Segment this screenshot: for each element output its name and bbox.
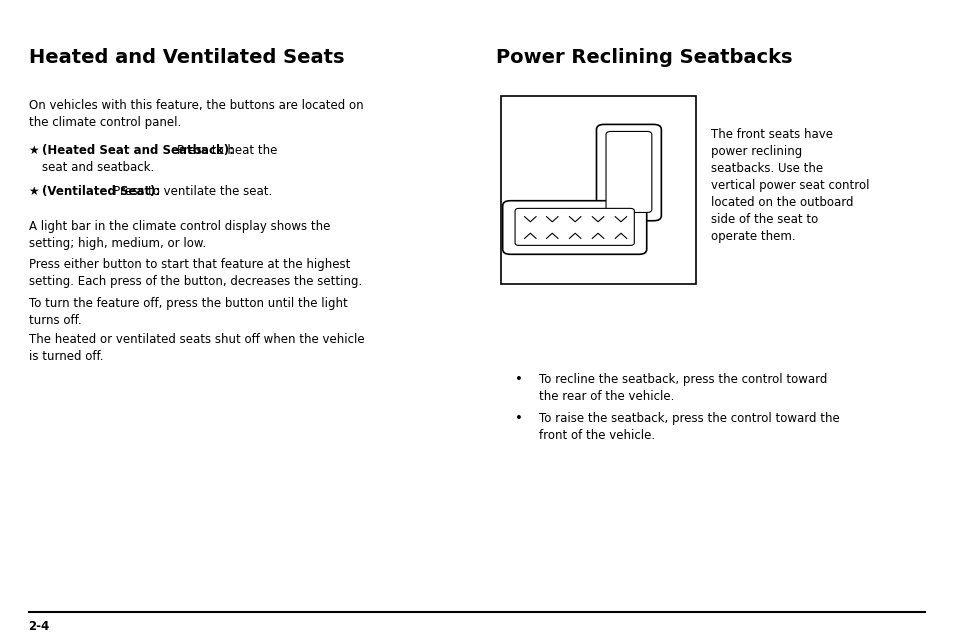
Text: 2-4: 2-4 bbox=[29, 620, 50, 633]
Text: A light bar in the climate control display shows the
setting; high, medium, or l: A light bar in the climate control displ… bbox=[29, 220, 330, 250]
Text: The heated or ventilated seats shut off when the vehicle
is turned off.: The heated or ventilated seats shut off … bbox=[29, 333, 364, 363]
FancyBboxPatch shape bbox=[500, 96, 696, 284]
FancyBboxPatch shape bbox=[596, 124, 660, 221]
FancyBboxPatch shape bbox=[515, 209, 634, 246]
Text: On vehicles with this feature, the buttons are located on
the climate control pa: On vehicles with this feature, the butto… bbox=[29, 99, 363, 129]
Text: ★: ★ bbox=[29, 144, 43, 156]
Text: Press to heat the
seat and seatback.: Press to heat the seat and seatback. bbox=[42, 144, 277, 174]
Text: Press either button to start that feature at the highest
setting. Each press of : Press either button to start that featur… bbox=[29, 258, 361, 288]
Text: Power Reclining Seatbacks: Power Reclining Seatbacks bbox=[496, 48, 792, 67]
Text: Heated and Ventilated Seats: Heated and Ventilated Seats bbox=[29, 48, 344, 67]
Text: •: • bbox=[515, 412, 522, 424]
Text: To turn the feature off, press the button until the light
turns off.: To turn the feature off, press the butto… bbox=[29, 297, 347, 327]
Text: (Heated Seat and Seatback):: (Heated Seat and Seatback): bbox=[42, 144, 233, 156]
Text: Press to ventilate the seat.: Press to ventilate the seat. bbox=[42, 185, 272, 198]
Text: The front seats have
power reclining
seatbacks. Use the
vertical power seat cont: The front seats have power reclining sea… bbox=[710, 128, 868, 242]
Text: •: • bbox=[515, 373, 522, 386]
FancyBboxPatch shape bbox=[605, 131, 651, 212]
Text: ★: ★ bbox=[29, 185, 43, 198]
Text: (Ventilated Seat):: (Ventilated Seat): bbox=[42, 185, 160, 198]
FancyBboxPatch shape bbox=[502, 201, 646, 255]
Text: To raise the seatback, press the control toward the
front of the vehicle.: To raise the seatback, press the control… bbox=[538, 412, 839, 441]
Text: To recline the seatback, press the control toward
the rear of the vehicle.: To recline the seatback, press the contr… bbox=[538, 373, 826, 403]
